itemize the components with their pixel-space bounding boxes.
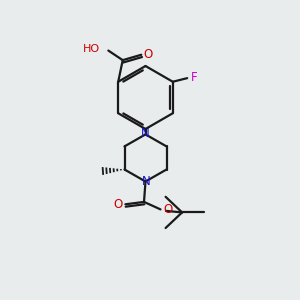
- Text: O: O: [163, 203, 172, 216]
- Text: HO: HO: [83, 44, 100, 54]
- Text: O: O: [114, 197, 123, 211]
- Text: F: F: [191, 71, 197, 84]
- Text: N: N: [142, 175, 151, 188]
- Text: N: N: [141, 127, 150, 140]
- Text: O: O: [143, 48, 152, 61]
